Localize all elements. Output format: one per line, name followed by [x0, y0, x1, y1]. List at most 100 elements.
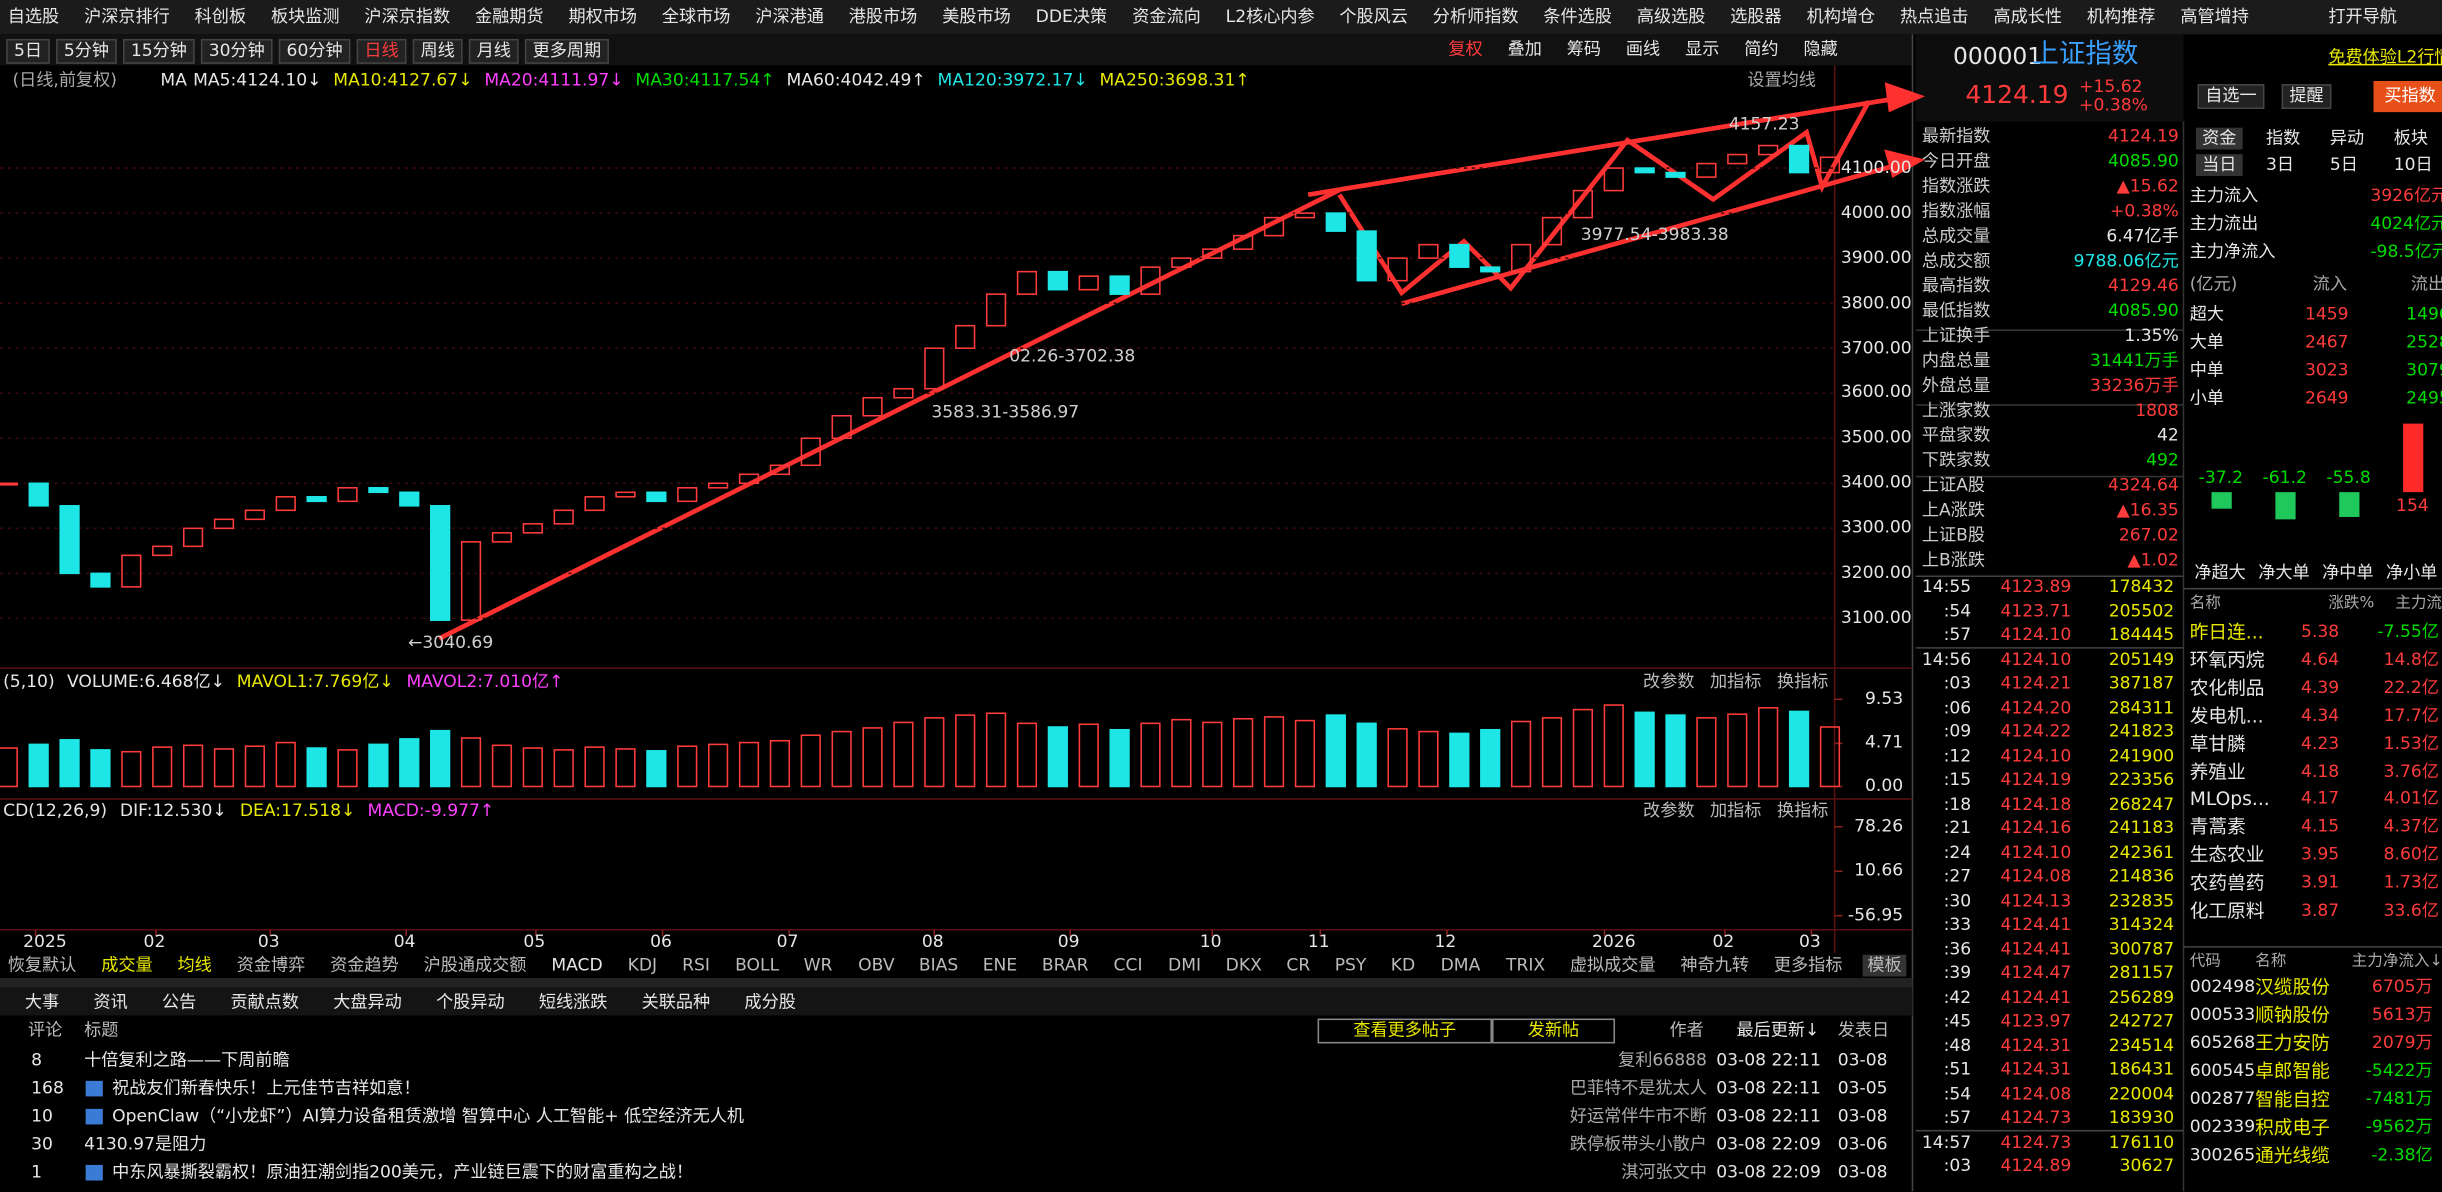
indicator-tab[interactable]: RSI	[682, 954, 710, 975]
period-btn[interactable]: 日线	[356, 38, 407, 64]
buy-btn[interactable]: 买指数	[2384, 85, 2436, 106]
sector-name[interactable]: 养殖业	[2189, 760, 2246, 783]
news-tab[interactable]: 资讯	[93, 992, 128, 1013]
indicator-tab[interactable]: KD	[1390, 954, 1416, 975]
indicator-tab[interactable]: 资金博弈	[236, 954, 306, 975]
fund-tab[interactable]: 异动	[2329, 127, 2365, 148]
indicator-tab[interactable]: 更多指标	[1773, 954, 1843, 975]
indicator-tab[interactable]: BIAS	[918, 954, 959, 975]
indicator-tab[interactable]: CR	[1286, 954, 1311, 975]
period-btn[interactable]: 5分钟	[56, 38, 117, 64]
panel-btn[interactable]: 改参数	[1643, 671, 1695, 692]
panel-btn[interactable]: 加指标	[1710, 800, 1762, 821]
fund-period[interactable]: 当日	[2195, 154, 2243, 176]
menu-item[interactable]: 板块监测	[270, 6, 340, 27]
menu-item[interactable]: 沪深京指数	[364, 6, 451, 27]
indicator-tab[interactable]: PSY	[1334, 954, 1367, 975]
tool-btn[interactable]: 隐藏	[1803, 38, 1838, 60]
news-btn[interactable]: 发新帖	[1491, 1018, 1616, 1044]
menu-item[interactable]: 沪深京排行	[84, 6, 170, 27]
indicator-tab[interactable]: CCI	[1113, 954, 1143, 975]
news-tab[interactable]: 个股异动	[436, 992, 505, 1013]
stock-name[interactable]: 通光线缆	[2255, 1144, 2330, 1167]
sector-name[interactable]: 农化制品	[2189, 677, 2265, 699]
sector-name[interactable]: 化工原料	[2189, 900, 2265, 922]
panel-btn[interactable]: 换指标	[1776, 671, 1829, 692]
indicator-tab[interactable]: 资金趋势	[330, 954, 399, 975]
menu-item[interactable]: 条件选股	[1543, 6, 1612, 27]
sector-name[interactable]: 发电机...	[2189, 705, 2264, 727]
indicator-tab[interactable]: BOLL	[735, 954, 780, 975]
menu-item[interactable]: 分析师指数	[1432, 6, 1519, 27]
menu-item[interactable]: 高级选股	[1636, 6, 1706, 27]
news-tab[interactable]: 关联品种	[641, 992, 711, 1013]
menu-item[interactable]: 期权市场	[568, 6, 637, 27]
menu-item[interactable]: 沪深港通	[755, 6, 824, 27]
fund-tab[interactable]: 指数	[2266, 127, 2301, 148]
menu-item[interactable]: 热点追击	[1900, 6, 1969, 27]
news-tab[interactable]: 成分股	[744, 992, 796, 1013]
period-btn[interactable]: 60分钟	[278, 38, 351, 64]
trial-link[interactable]: 免费体验L2行情	[2328, 46, 2442, 67]
watch-btn[interactable]: 自选一	[2197, 84, 2265, 110]
tool-btn[interactable]: 复权	[1448, 38, 1483, 60]
news-title[interactable]: 祝战友们新春快乐！上元佳节吉祥如意！	[112, 1077, 421, 1098]
news-title[interactable]: OpenClaw（“小龙虾”）AI算力设备租赁激增 智算中心 人工智能+ 低空经…	[112, 1105, 745, 1127]
sector-name[interactable]: 草甘膦	[2189, 732, 2246, 755]
news-tab[interactable]: 大事	[24, 992, 60, 1013]
indicator-tab[interactable]: 均线	[177, 954, 212, 975]
fund-period[interactable]: 3日	[2266, 154, 2295, 175]
menu-item[interactable]: 选股器	[1730, 6, 1782, 27]
tool-btn[interactable]: 筹码	[1566, 38, 1602, 60]
panel-btn[interactable]: 加指标	[1710, 671, 1762, 692]
ma-setting[interactable]: 设置均线	[1747, 70, 1816, 91]
tool-btn[interactable]: 画线	[1625, 38, 1661, 60]
indicator-tab[interactable]: 沪股通成交额	[423, 954, 527, 975]
sector-name[interactable]: 农药兽药	[2189, 872, 2265, 895]
menu-item[interactable]: 个股风云	[1339, 6, 1408, 27]
menu-item[interactable]: 港股市场	[848, 6, 918, 27]
indicator-tab[interactable]: 模板	[1862, 954, 1907, 977]
news-tab[interactable]: 公告	[161, 992, 197, 1013]
period-btn[interactable]: 30分钟	[200, 38, 273, 64]
menu-item[interactable]: 全球市场	[661, 6, 731, 27]
stock-name[interactable]: 卓郎智能	[2255, 1060, 2330, 1083]
menu-item[interactable]: 金融期货	[475, 6, 544, 27]
menu-item[interactable]: 资金流向	[1132, 6, 1201, 27]
indicator-tab[interactable]: 恢复默认	[7, 954, 77, 975]
stock-name[interactable]: 智能自控	[2255, 1088, 2330, 1111]
indicator-tab[interactable]: WR	[803, 954, 833, 975]
panel-btn[interactable]: 改参数	[1643, 800, 1695, 821]
menu-item[interactable]: 高管增持	[2180, 6, 2249, 27]
fund-tab[interactable]: 板块	[2393, 127, 2428, 148]
indicator-tab[interactable]: KDJ	[627, 954, 658, 975]
menu-item[interactable]: 机构推荐	[2086, 6, 2156, 27]
menu-item[interactable]: 高成长性	[1993, 6, 2062, 27]
menu-item[interactable]: L2核心内参	[1225, 6, 1315, 27]
panel-btn[interactable]: 换指标	[1776, 800, 1829, 821]
news-tab[interactable]: 贡献点数	[230, 992, 300, 1013]
stock-name[interactable]: 王力安防	[2255, 1032, 2330, 1055]
period-btn[interactable]: 5日	[6, 38, 50, 64]
menu-item[interactable]: 科创板	[194, 6, 247, 27]
tool-btn[interactable]: 叠加	[1507, 38, 1542, 60]
news-title[interactable]: 十倍复利之路——下周前瞻	[84, 1049, 290, 1070]
fund-period[interactable]: 5日	[2329, 154, 2358, 175]
period-btn[interactable]: 月线	[468, 38, 519, 64]
news-tab[interactable]: 短线涨跌	[538, 992, 608, 1013]
news-tab[interactable]: 大盘异动	[333, 992, 402, 1013]
menu-item[interactable]: 美股市场	[942, 6, 1011, 27]
indicator-tab[interactable]: DMI	[1168, 954, 1202, 975]
period-btn[interactable]: 更多周期	[524, 38, 609, 64]
sector-name[interactable]: MLOps...	[2189, 788, 2270, 811]
indicator-tab[interactable]: 虚拟成交量	[1569, 954, 1656, 975]
period-btn[interactable]: 周线	[412, 38, 463, 64]
fund-tab[interactable]: 资金	[2195, 127, 2243, 150]
news-title[interactable]: 中东风暴撕裂霸权！原油狂潮剑指200美元，产业链巨震下的财富重构之战！	[112, 1161, 694, 1183]
indicator-tab[interactable]: MACD	[551, 954, 603, 975]
news-title[interactable]: 4130.97是阻力	[84, 1133, 207, 1155]
menu-item[interactable]: 打开导航	[2328, 6, 2397, 27]
alert-btn[interactable]: 提醒	[2281, 84, 2332, 110]
sector-name[interactable]: 生态农业	[2189, 844, 2265, 867]
tool-btn[interactable]: 简约	[1744, 38, 1779, 60]
